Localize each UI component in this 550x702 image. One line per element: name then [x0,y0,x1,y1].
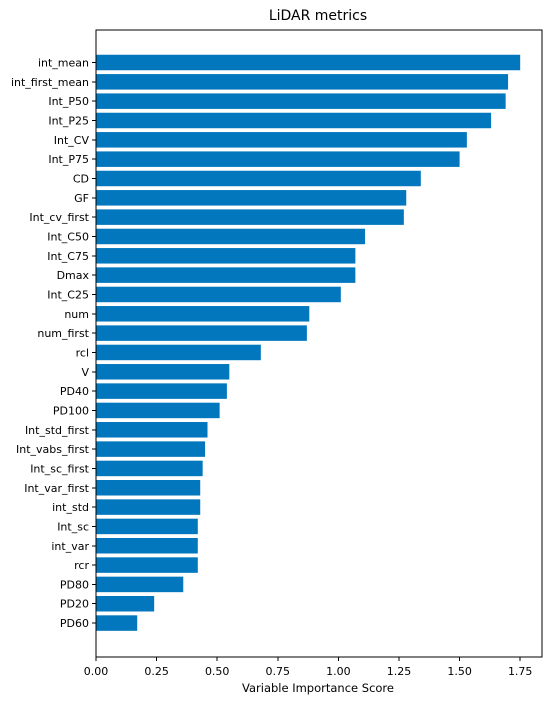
bar [96,499,201,515]
bar [96,74,509,90]
y-tick-label: Int_vabs_first [16,443,90,456]
x-tick-label: 0.00 [84,665,109,678]
y-tick-label: Int_C75 [47,250,89,263]
bar [96,595,155,612]
y-tick-label: GF [74,192,89,205]
bar [96,170,421,187]
bar [96,441,206,457]
bar [96,248,356,264]
bar [96,538,198,554]
bar [96,228,366,245]
bar [96,112,492,129]
bar [96,54,521,71]
bar [96,615,138,631]
bar [96,286,341,303]
bar [96,93,506,109]
y-tick-label: rcr [74,559,89,572]
y-tick-label: Int_C25 [47,289,89,302]
bar [96,480,201,496]
y-tick-label: Int_sc [57,520,89,533]
bar [96,190,407,206]
y-tick-label: int_std [52,501,89,514]
y-tick-label: rcl [76,346,89,359]
y-tick-label: int_var [51,540,89,553]
y-tick-label: Int_P25 [48,115,89,128]
y-tick-label: num [64,308,89,321]
bar [96,402,220,419]
x-tick-label: 0.25 [144,665,169,678]
x-tick-label: 1.00 [326,665,351,678]
x-tick-label: 1.50 [447,665,472,678]
bar [96,344,261,361]
y-tick-label: Dmax [57,269,90,282]
y-tick-label: num_first [37,327,89,340]
y-tick-label: V [81,366,89,379]
bar [96,267,356,283]
y-tick-label: PD100 [53,404,89,417]
y-tick-label: CD [73,173,89,186]
bar [96,209,404,225]
y-tick-label: Int_CV [54,134,90,147]
y-tick-label: PD40 [60,385,89,398]
bar [96,364,230,380]
y-tick-label: Int_P50 [48,95,89,108]
x-axis-label: Variable Importance Score [242,681,394,695]
y-tick-label: Int_var_first [24,482,89,495]
chart-title: LiDAR metrics [269,8,367,24]
bar [96,132,467,148]
y-tick-label: int_first_mean [11,76,89,89]
y-tick-label: int_mean [38,57,89,70]
plot-frame [95,29,543,658]
y-tick-label: Int_C50 [47,231,89,244]
bars-group [96,54,521,631]
bar [96,151,460,167]
y-tick-label: PD60 [60,617,89,630]
bar [96,557,198,573]
bar [96,576,184,593]
x-tick-label: 1.25 [387,665,412,678]
x-tick-label: 1.75 [508,665,533,678]
bar [96,460,203,477]
y-tick-label: PD80 [60,578,89,591]
y-tick-label: Int_cv_first [29,211,89,224]
y-tick-label: Int_std_first [25,424,90,437]
y-tick-label: Int_P75 [48,153,89,166]
y-axis: int_mean int_first_mean Int_P50 Int_P25 Int_… [11,57,96,630]
y-tick-label: PD20 [60,598,89,611]
x-tick-label: 0.75 [266,665,291,678]
bar [96,422,208,438]
bar [96,325,307,341]
x-tick-label: 0.50 [205,665,230,678]
bar [96,306,310,322]
y-tick-label: Int_sc_first [30,462,89,475]
x-axis: 0.00 0.25 0.50 0.75 1.00 1.25 1.50 1.75 [84,657,533,678]
bar [96,518,198,535]
bar [96,383,227,399]
